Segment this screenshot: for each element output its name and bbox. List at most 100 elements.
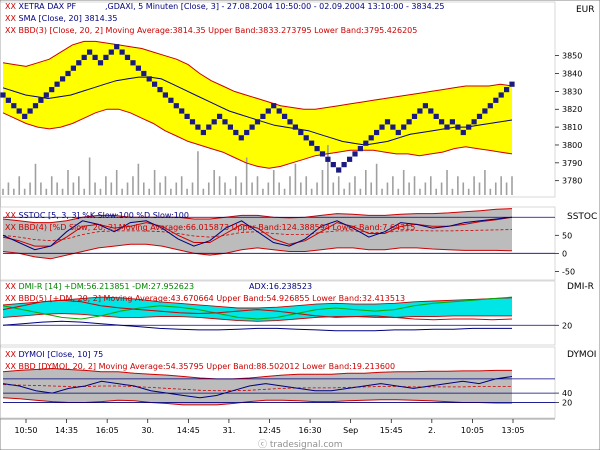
price-box: [509, 81, 515, 87]
price-box: [265, 108, 271, 114]
sstoc-k-line: [2, 216, 513, 251]
y-tick-label: 3790: [562, 159, 582, 168]
y-tick-label: 3830: [562, 87, 582, 96]
price-box: [319, 151, 326, 157]
y-tick-label: 40: [562, 389, 572, 398]
price-box: [347, 156, 353, 162]
dmi-legend: XX DMI-R [14] +DM:56.213851 -DM:27.95262…: [5, 282, 194, 291]
x-tick-label: 15:45: [380, 426, 403, 435]
price-box: [195, 124, 201, 130]
x-tick-label: 30.: [141, 426, 154, 435]
sstoc-bbd-legend: XX BBD(4) [%D Slow, 20, 2] Moving Averag…: [5, 223, 415, 232]
price-box: [493, 97, 499, 103]
price-box: [87, 49, 93, 55]
sstoc-panel: -50 0 50: [0, 206, 575, 281]
price-box: [217, 113, 223, 119]
dmi-lower-band: [2, 313, 512, 322]
price-box: [422, 103, 428, 109]
x-tick-label: 13:05: [501, 426, 524, 435]
price-legend-bbd: XX BBD(3) [Close, 20, 2] Moving Average:…: [5, 26, 417, 35]
dmi-panel-name: DMI-R: [567, 282, 594, 292]
y-tick-label: 3840: [562, 70, 582, 79]
price-box: [395, 129, 401, 136]
price-box: [92, 54, 98, 60]
price-box: [314, 146, 320, 152]
y-tick-label: 3850: [562, 52, 582, 61]
price-box: [233, 129, 239, 136]
dymoi-band-fill: [3, 368, 512, 405]
price-box: [341, 162, 347, 168]
sstoc-panel-frame: [0, 206, 556, 281]
y-tick-label: 20: [562, 321, 572, 330]
price-box: [292, 124, 298, 130]
price-box: [476, 113, 483, 119]
price-box: [0, 92, 6, 98]
y-tick-label: -50: [562, 267, 575, 276]
price-box: [81, 54, 87, 60]
x-tick-label: 10:50: [14, 426, 37, 435]
price-box: [189, 119, 196, 125]
price-box: [97, 60, 104, 66]
price-box: [49, 87, 55, 93]
price-box: [401, 124, 407, 130]
bollinger-band-fill: [3, 41, 512, 169]
price-box: [363, 140, 369, 146]
price-box: [5, 97, 11, 103]
y-tick-label: 0: [562, 249, 567, 258]
price-box: [254, 119, 261, 125]
y-tick-label: 3780: [562, 177, 582, 186]
sstoc-panel-name: SSTOC: [567, 212, 597, 222]
dmi-panel: 20: [0, 280, 572, 346]
sstoc-d-line: [2, 216, 513, 247]
price-box: [330, 162, 336, 168]
x-tick-label: 14:35: [55, 426, 78, 435]
price-box: [227, 124, 233, 130]
price-box: [276, 108, 282, 114]
x-axis: 10:50 14:35 16:05 30. 14:45 31. 12:45 16:30 Sep 1…: [0, 418, 555, 435]
sstoc-lower-band: [2, 243, 513, 260]
price-box: [433, 113, 439, 119]
plus-dm-line: [2, 296, 513, 320]
price-box: [27, 108, 33, 114]
price-box: [357, 146, 363, 152]
price-box: [455, 124, 461, 130]
price-box: [200, 129, 206, 136]
price-box: [43, 92, 49, 98]
watermark: ⓒ tradesignal.com: [258, 439, 343, 450]
adx-line: [2, 320, 512, 332]
price-box: [135, 65, 141, 71]
price-box: [38, 97, 44, 103]
price-box: [130, 60, 136, 66]
price-panel: 3780 3790 3800 3810 3820 3830 3840 3850: [0, 1, 582, 198]
price-box: [76, 60, 82, 66]
dmi-panel-frame: [0, 280, 556, 346]
x-tick-label: 14:45: [177, 426, 200, 435]
price-box: [411, 113, 418, 119]
price-box: [179, 108, 185, 114]
y-tick-label: 3810: [562, 123, 582, 132]
price-box: [282, 113, 288, 119]
dymoi-panel-name: DYMOI: [567, 350, 596, 360]
dmi-upper-band: [2, 296, 513, 309]
price-box: [103, 54, 109, 60]
price-box: [184, 113, 190, 119]
price-box: [157, 87, 163, 93]
x-tick-label: 16:05: [96, 426, 119, 435]
price-box: [119, 49, 125, 55]
price-box: [22, 113, 28, 119]
price-box: [379, 124, 385, 130]
price-box: [504, 87, 510, 93]
price-box: [152, 81, 158, 87]
price-box: [444, 124, 450, 130]
x-tick-label: 12:45: [258, 426, 281, 435]
price-box: [222, 119, 228, 125]
price-box: [54, 81, 60, 87]
price-box: [487, 103, 493, 109]
price-box: [482, 108, 488, 114]
price-box: [206, 124, 212, 130]
y-tick-label: 3820: [562, 105, 582, 114]
price-box: [11, 103, 17, 109]
price-box: [32, 103, 39, 109]
